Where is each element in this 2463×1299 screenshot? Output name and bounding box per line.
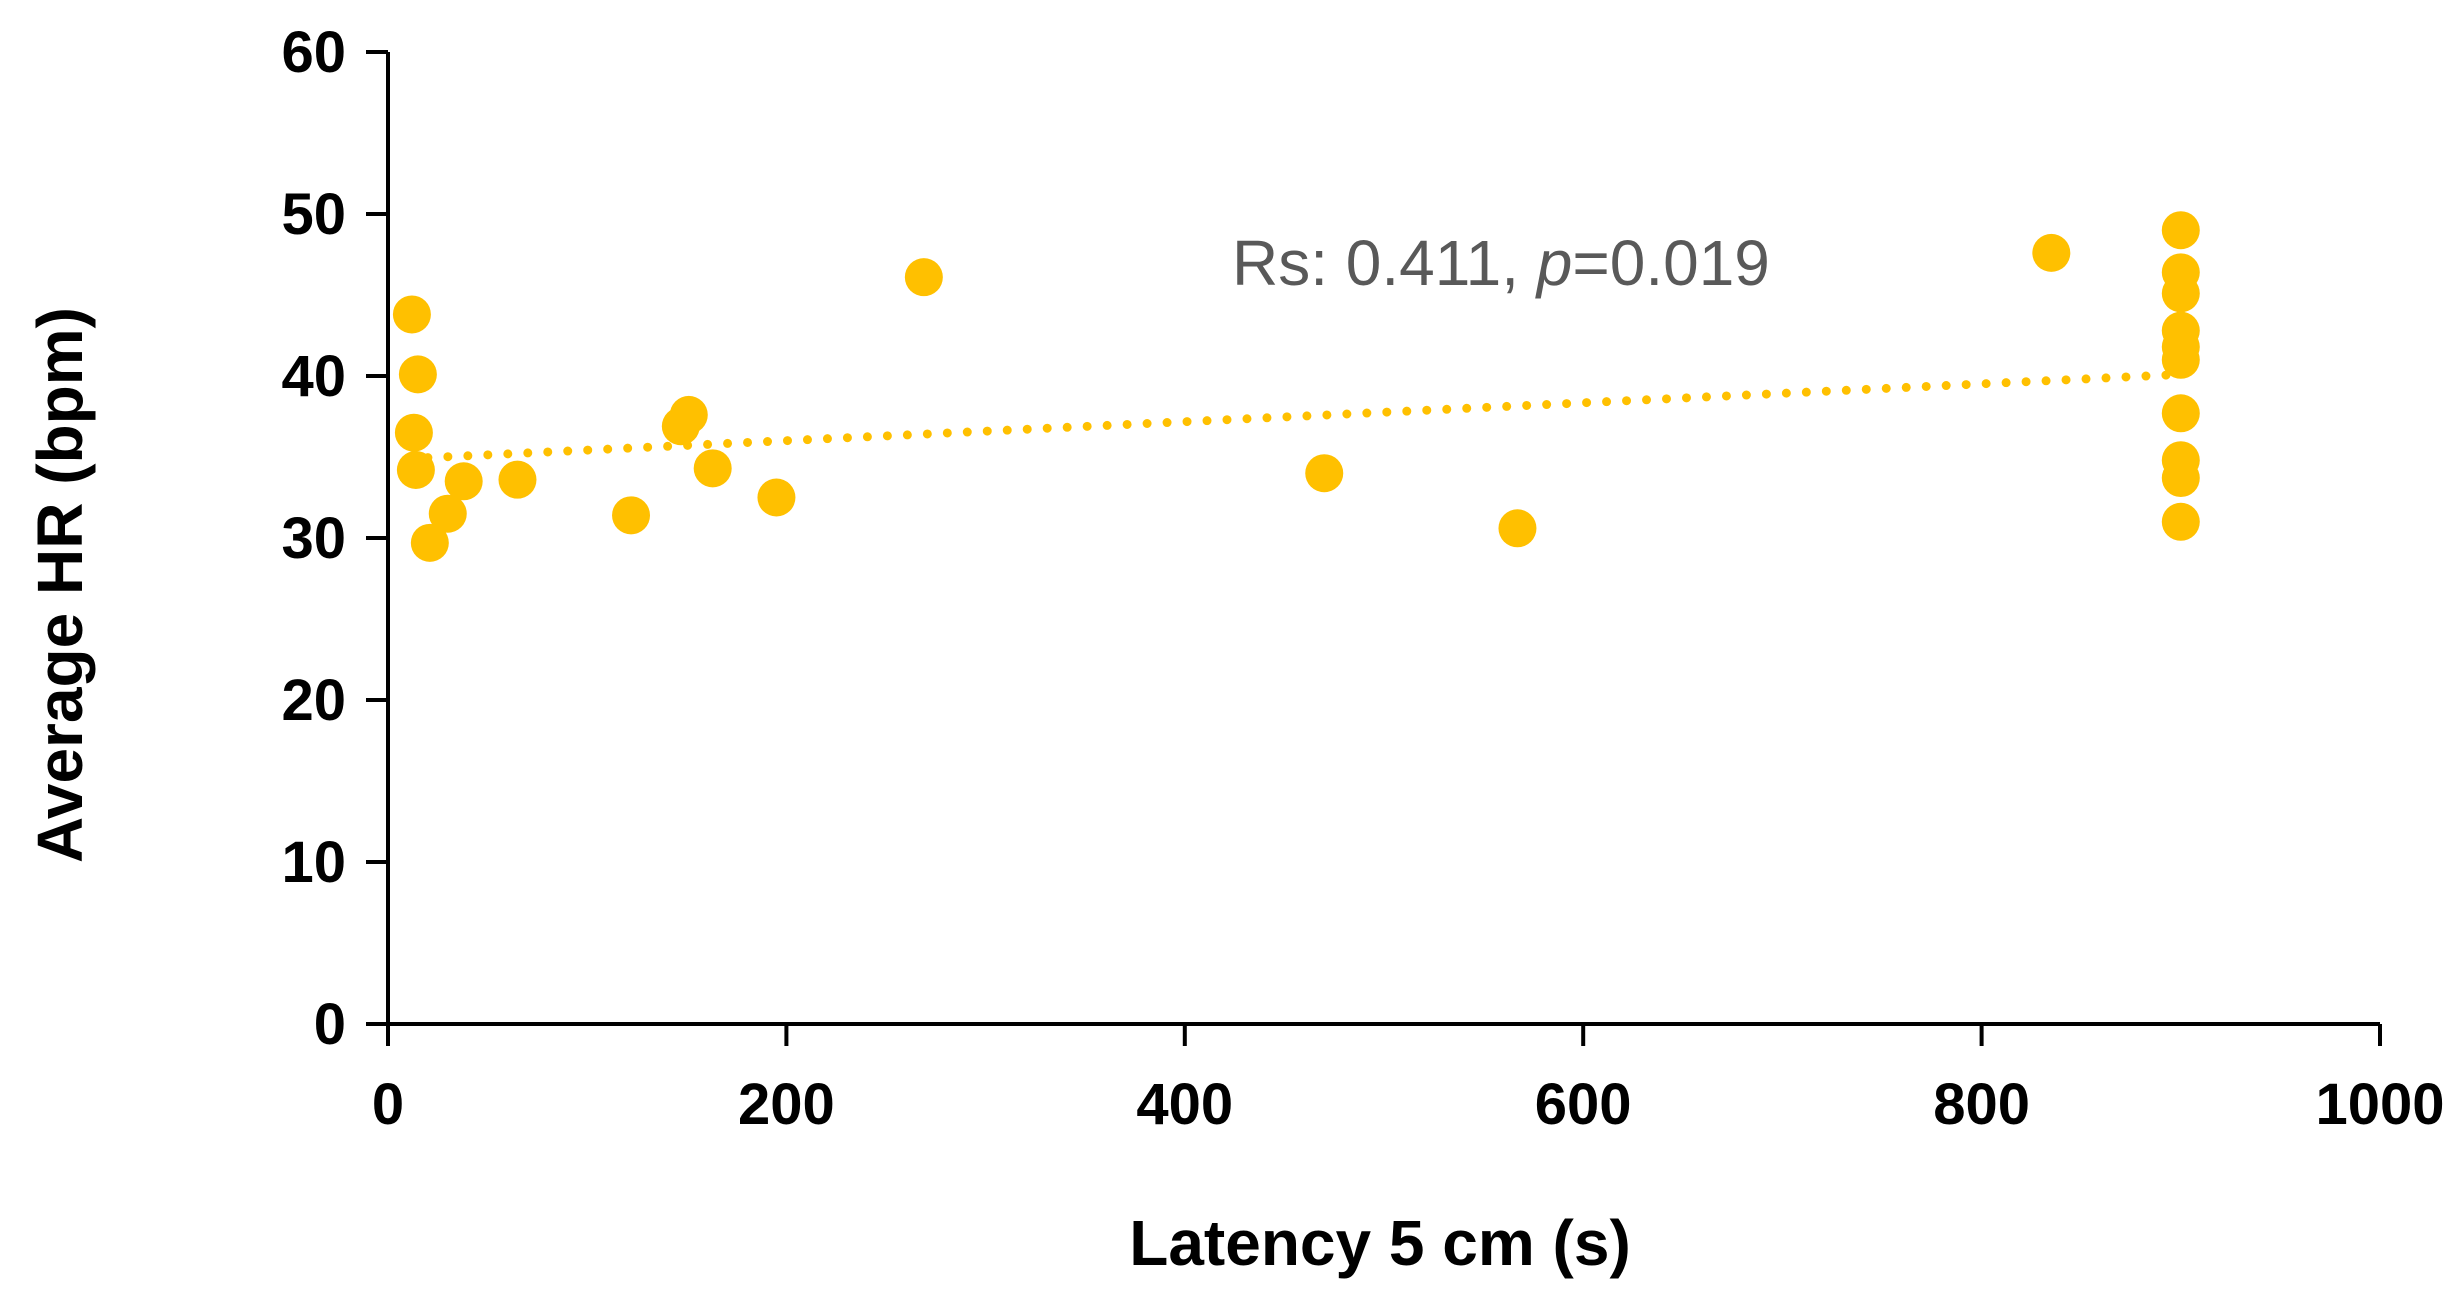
axes (366, 50, 2382, 1046)
data-point (669, 395, 708, 434)
correlation-annotation: Rs: 0.411, p=0.019 (1232, 227, 1770, 299)
data-point (410, 523, 449, 562)
data-point (398, 355, 437, 394)
data-point (2161, 459, 2200, 498)
data-points (392, 211, 2200, 562)
data-point (2161, 340, 2200, 379)
trendline-layer (403, 369, 2186, 464)
data-point (498, 460, 537, 499)
data-point (2161, 502, 2200, 541)
data-point (2161, 274, 2200, 313)
y-tick-label: 10 (281, 830, 346, 895)
x-tick-label: 1000 (2315, 1072, 2444, 1137)
y-axis-title: Average HR (bpm) (24, 307, 96, 863)
data-point (1305, 454, 1344, 493)
data-point (757, 478, 796, 517)
data-point (612, 496, 651, 535)
data-point (392, 295, 431, 334)
x-tick-label: 600 (1535, 1072, 1632, 1137)
y-tick-label: 0 (314, 992, 346, 1057)
y-tick-label: 30 (281, 506, 346, 571)
trendline (403, 369, 2186, 464)
data-point (693, 449, 732, 488)
data-point (396, 450, 435, 489)
data-point (1498, 509, 1537, 548)
annotation-p-symbol: p (1535, 227, 1573, 299)
x-tick-label: 400 (1136, 1072, 1233, 1137)
y-tick-label: 20 (281, 668, 346, 733)
data-point (904, 258, 943, 297)
x-tick-label: 800 (1933, 1072, 2030, 1137)
data-point (394, 413, 433, 452)
data-point (2161, 394, 2200, 433)
y-tick-label: 50 (281, 182, 346, 247)
y-tick-label: 40 (281, 344, 346, 409)
y-tick-label: 60 (281, 20, 346, 85)
data-point (2161, 211, 2200, 250)
data-point (2032, 233, 2071, 272)
x-axis-title: Latency 5 cm (s) (1129, 1207, 1631, 1279)
x-tick-label: 200 (738, 1072, 835, 1137)
data-point (444, 462, 483, 501)
annotation-suffix: =0.019 (1572, 227, 1770, 299)
annotation-prefix: Rs: 0.411, (1232, 227, 1537, 299)
data-point (428, 494, 467, 533)
x-tick-label: 0 (372, 1072, 404, 1137)
